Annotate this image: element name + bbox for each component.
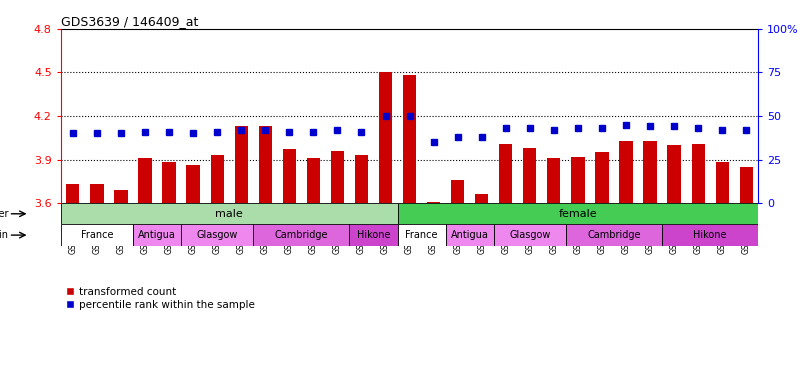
Bar [397, 225, 445, 246]
Text: Cambridge: Cambridge [587, 230, 641, 240]
Text: Glasgow: Glasgow [196, 230, 238, 240]
Bar [571, 157, 585, 203]
Bar [692, 144, 705, 203]
Bar [427, 202, 440, 203]
Bar [67, 184, 79, 203]
Bar [595, 152, 608, 203]
Bar [350, 225, 397, 246]
Bar [211, 155, 224, 203]
Bar [283, 149, 296, 203]
Bar [331, 151, 344, 203]
Text: male: male [215, 209, 243, 219]
Bar [494, 225, 566, 246]
Bar [620, 141, 633, 203]
Bar [181, 225, 253, 246]
Bar [253, 225, 350, 246]
Text: Antigua: Antigua [451, 230, 488, 240]
Text: Antigua: Antigua [138, 230, 176, 240]
Bar [259, 126, 272, 203]
Text: GDS3639 / 146409_at: GDS3639 / 146409_at [61, 15, 198, 28]
Text: Glasgow: Glasgow [509, 230, 551, 240]
Bar [451, 180, 464, 203]
Bar [307, 158, 320, 203]
Legend: transformed count, percentile rank within the sample: transformed count, percentile rank withi… [66, 287, 255, 310]
Text: France: France [80, 230, 114, 240]
Bar [355, 155, 368, 203]
Text: France: France [406, 230, 438, 240]
Bar [499, 144, 513, 203]
Bar [715, 162, 729, 203]
Bar [133, 225, 181, 246]
Bar [523, 148, 536, 203]
Bar [139, 158, 152, 203]
Text: Cambridge: Cambridge [275, 230, 328, 240]
Bar [61, 225, 133, 246]
Text: strain: strain [0, 230, 8, 240]
Text: gender: gender [0, 209, 8, 219]
Bar [475, 194, 488, 203]
Bar [90, 184, 104, 203]
Bar [61, 203, 397, 225]
Bar [162, 162, 176, 203]
Bar [187, 166, 200, 203]
Bar [566, 225, 662, 246]
Bar [114, 190, 127, 203]
Bar [667, 145, 680, 203]
Bar [740, 167, 753, 203]
Bar [547, 158, 560, 203]
Bar [234, 126, 248, 203]
Bar [662, 225, 758, 246]
Text: female: female [559, 209, 597, 219]
Bar [403, 75, 416, 203]
Text: Hikone: Hikone [357, 230, 390, 240]
Bar [379, 73, 393, 203]
Text: Hikone: Hikone [693, 230, 727, 240]
Bar [397, 203, 758, 225]
Bar [643, 141, 657, 203]
Bar [445, 225, 494, 246]
